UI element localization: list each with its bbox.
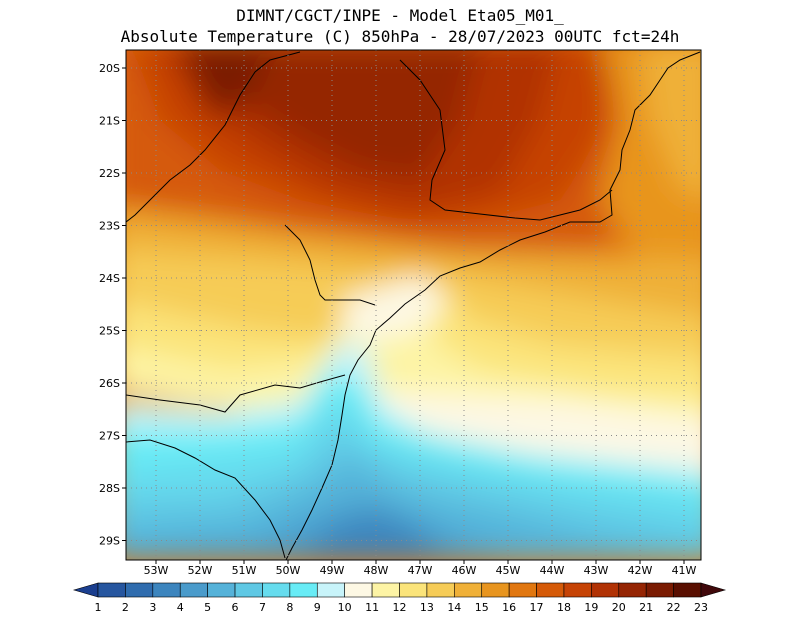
colorbar-label: 23	[694, 601, 708, 614]
colorbar-label: 2	[122, 601, 129, 614]
colorbar-label: 6	[232, 601, 239, 614]
colorbar-label: 9	[314, 601, 321, 614]
lat-label: 22S	[99, 167, 120, 180]
lat-label: 21S	[99, 115, 120, 128]
colorbar-bin	[234, 582, 263, 598]
colorbar-label: 8	[286, 601, 293, 614]
longitude-labels: 53W 52W 51W 50W 49W 48W 47W 46W 45W 44W …	[144, 564, 697, 577]
colorbar-bin	[618, 582, 647, 598]
colorbar-label: 1	[95, 601, 102, 614]
lon-label: 48W	[364, 564, 389, 577]
colorbar-bin	[152, 582, 181, 598]
lon-label: 51W	[232, 564, 257, 577]
colorbar-bin	[262, 582, 291, 598]
colorbar-bin	[645, 582, 674, 598]
latitude-labels: 20S 21S 22S 23S 24S 25S 26S 27S 28S 29S	[99, 62, 120, 548]
colorbar-bin	[371, 582, 400, 598]
colorbar-label: 16	[502, 601, 516, 614]
lat-ticks	[122, 67, 126, 541]
lat-label: 28S	[99, 482, 120, 495]
colorbar-label: 13	[420, 601, 434, 614]
colorbar-label: 7	[259, 601, 266, 614]
colorbar-bin	[426, 582, 455, 598]
temperature-field	[126, 50, 701, 560]
lon-label: 53W	[144, 564, 169, 577]
colorbar-label: 14	[447, 601, 461, 614]
lon-label: 44W	[540, 564, 565, 577]
colorbar-bin	[536, 582, 565, 598]
map-grid	[126, 50, 701, 560]
title-line-2: Absolute Temperature (C) 850hPa - 28/07/…	[120, 27, 680, 46]
colorbar-bin	[97, 582, 126, 598]
colorbar-bin	[591, 582, 620, 598]
colorbar-labels: 1 2 3 4 5 6 7 8 9 10 11 12 13 14 15 16 1…	[95, 601, 709, 614]
lon-ticks	[155, 560, 685, 564]
lon-label: 42W	[628, 564, 653, 577]
colorbar-label: 22	[667, 601, 681, 614]
lon-label: 45W	[496, 564, 521, 577]
colorbar-arrow-low	[72, 582, 99, 598]
lon-label: 47W	[408, 564, 433, 577]
colorbar	[72, 582, 727, 598]
lon-label: 50W	[276, 564, 301, 577]
colorbar-label: 3	[149, 601, 156, 614]
colorbar-bin	[508, 582, 537, 598]
colorbar-label: 19	[584, 601, 598, 614]
title-line-1: DIMNT/CGCT/INPE - Model Eta05_M01_	[236, 6, 564, 25]
colorbar-bin	[316, 582, 345, 598]
colorbar-label: 17	[530, 601, 544, 614]
colorbar-label: 20	[612, 601, 626, 614]
colorbar-label: 12	[393, 601, 407, 614]
colorbar-bin	[344, 582, 373, 598]
colorbar-label: 21	[639, 601, 653, 614]
lat-label: 25S	[99, 325, 120, 338]
colorbar-bin	[399, 582, 428, 598]
colorbar-label: 4	[177, 601, 184, 614]
colorbar-bin	[179, 582, 208, 598]
colorbar-label: 10	[338, 601, 352, 614]
colorbar-bin	[563, 582, 592, 598]
lat-label: 26S	[99, 377, 120, 390]
lat-label: 20S	[99, 62, 120, 75]
colorbar-label: 15	[475, 601, 489, 614]
colorbar-bin	[289, 582, 318, 598]
colorbar-arrow-high	[700, 582, 727, 598]
colorbar-bin	[454, 582, 483, 598]
colorbar-label: 5	[204, 601, 211, 614]
colorbar-bin	[125, 582, 154, 598]
colorbar-bin	[207, 582, 236, 598]
lat-label: 29S	[99, 535, 120, 548]
lon-label: 43W	[584, 564, 609, 577]
lon-label: 41W	[672, 564, 697, 577]
lon-label: 52W	[188, 564, 213, 577]
lon-label: 46W	[452, 564, 477, 577]
colorbar-bin	[481, 582, 510, 598]
colorbar-bin	[673, 582, 702, 598]
lat-label: 24S	[99, 272, 120, 285]
lon-label: 49W	[320, 564, 345, 577]
colorbar-label: 18	[557, 601, 571, 614]
lat-label: 27S	[99, 430, 120, 443]
map-frame	[125, 49, 702, 561]
colorbar-label: 11	[365, 601, 379, 614]
lat-label: 23S	[99, 220, 120, 233]
